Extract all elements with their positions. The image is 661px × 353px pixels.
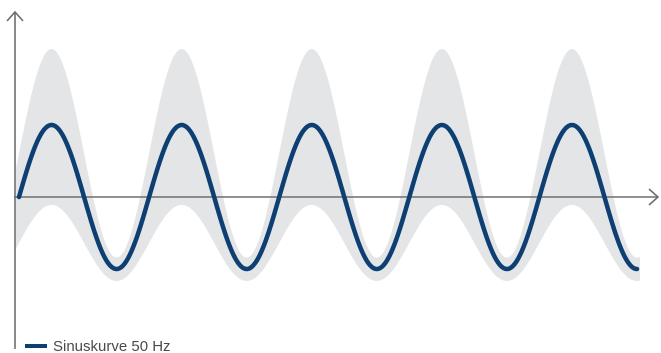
sine-series-line [16, 122, 640, 272]
legend: Sinuskurve 50 Hz [25, 338, 171, 353]
y-axis-arrow [6, 10, 24, 22]
envelope-band [16, 49, 640, 281]
legend-label: Sinuskurve 50 Hz [53, 338, 171, 353]
legend-swatch [25, 344, 47, 348]
x-axis-arrow [648, 188, 660, 206]
